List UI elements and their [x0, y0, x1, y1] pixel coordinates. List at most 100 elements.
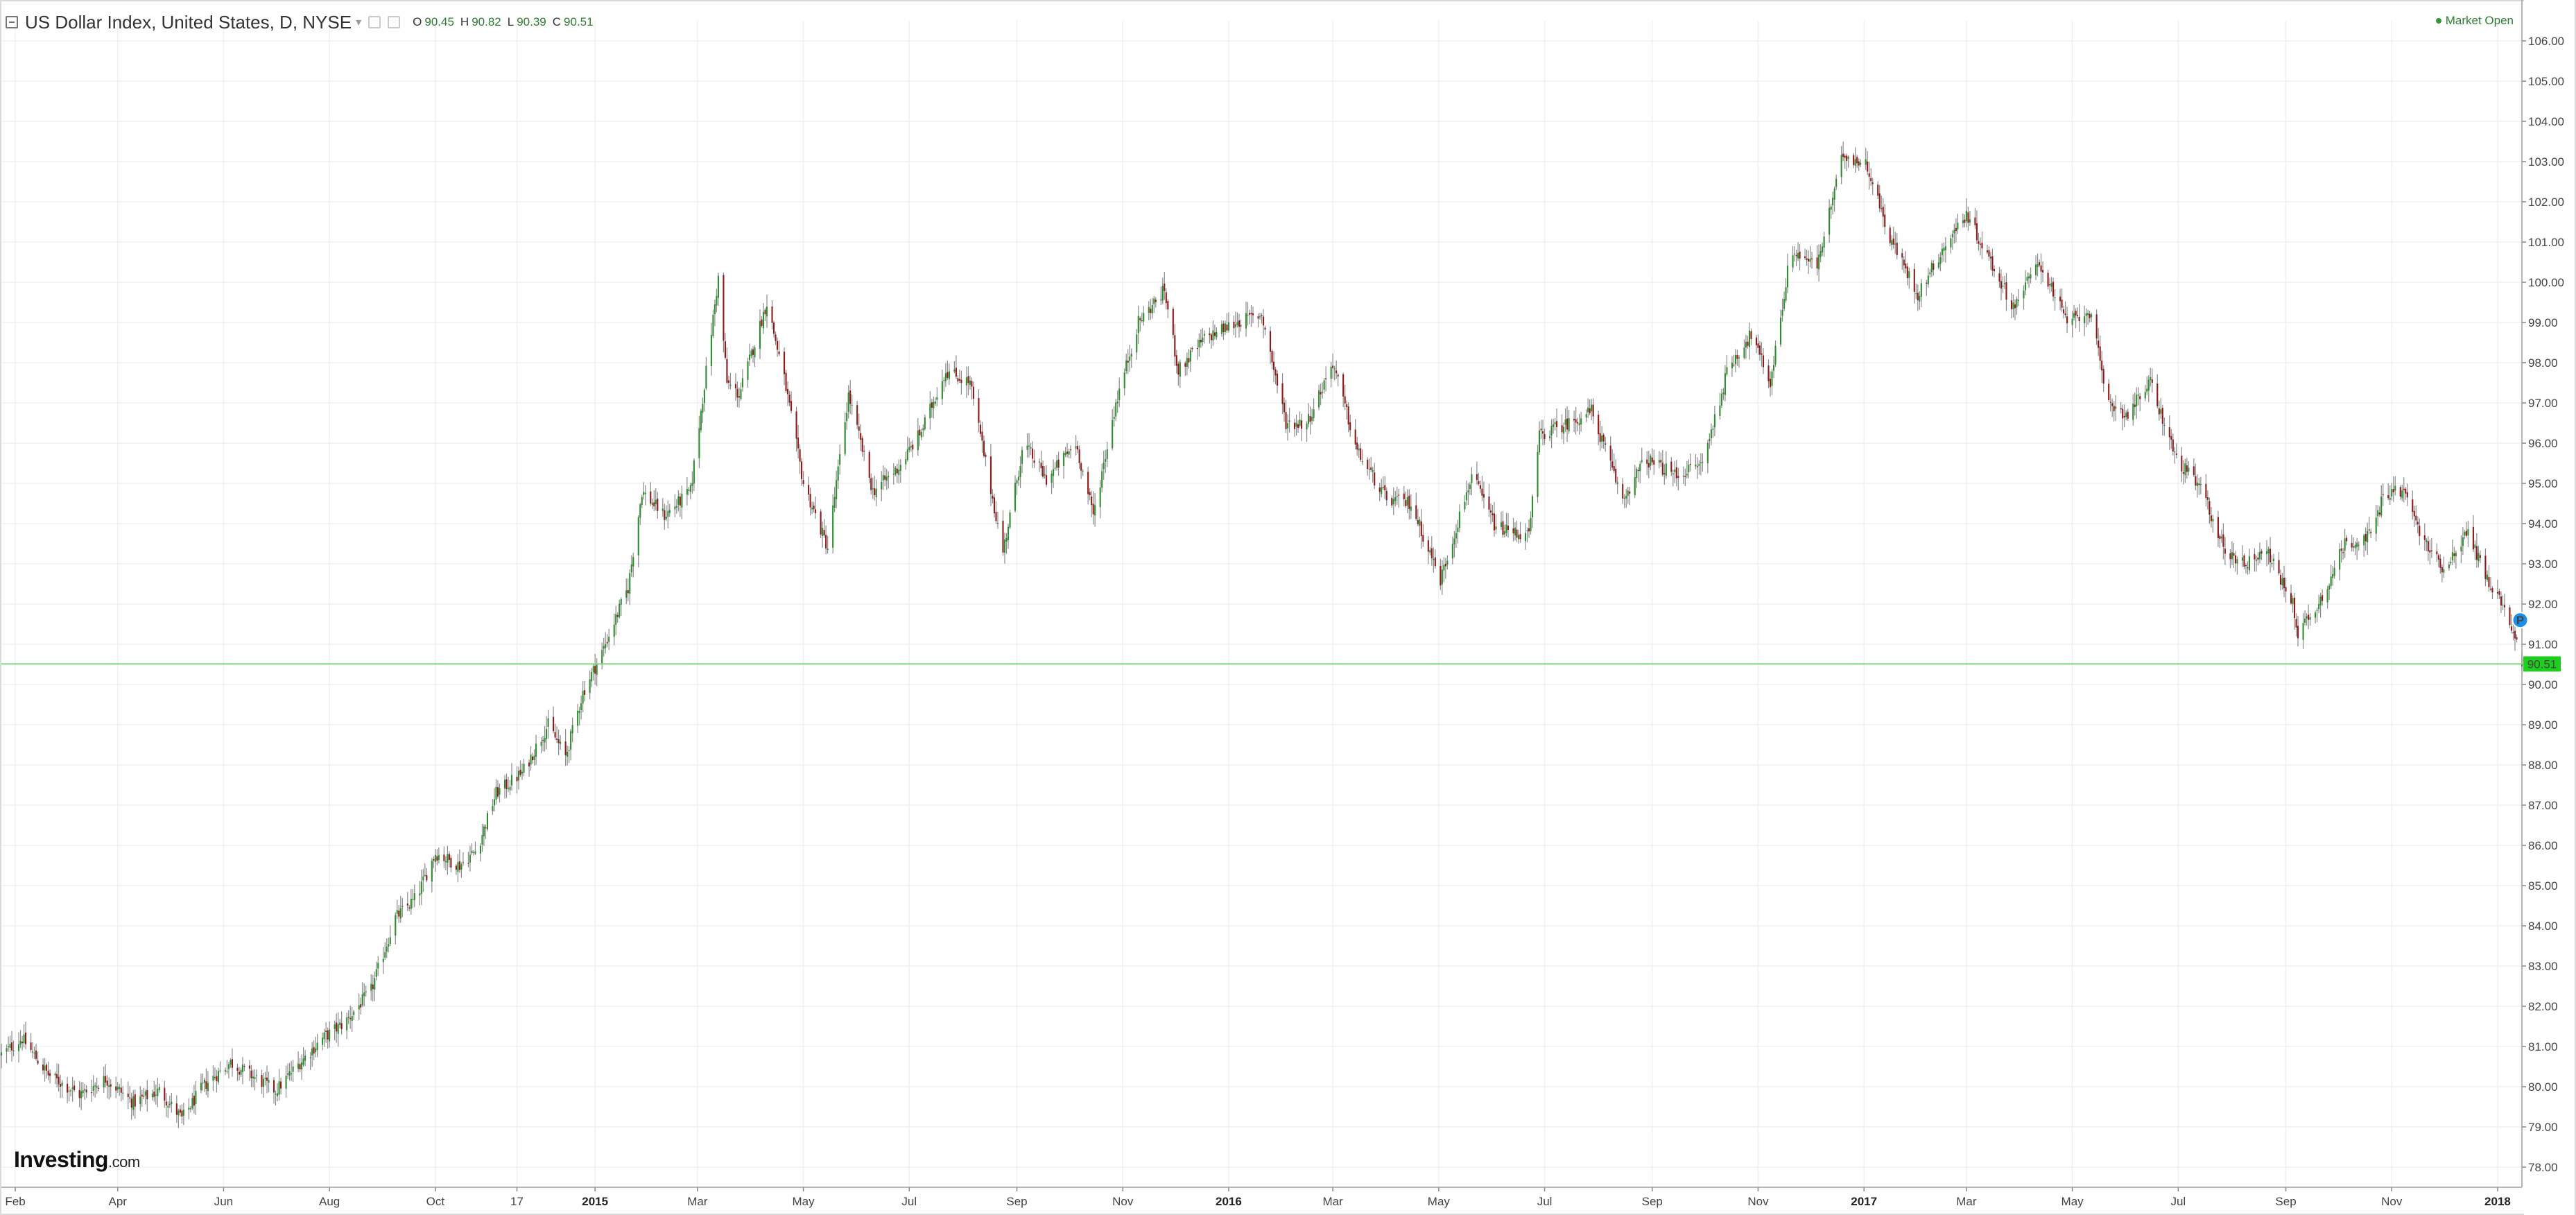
- candle-body: [1009, 512, 1011, 528]
- candle-body: [1585, 414, 1587, 418]
- chevron-down-icon[interactable]: ▾: [356, 17, 362, 28]
- candle-body: [1361, 461, 1363, 463]
- candle-body: [420, 881, 422, 894]
- candle-body: [2479, 555, 2481, 558]
- candle-body: [474, 851, 476, 854]
- low-label: L: [507, 15, 515, 28]
- candle-body: [1587, 407, 1589, 412]
- candle-body: [714, 304, 716, 315]
- candle-body: [553, 716, 555, 732]
- candle-body: [723, 275, 725, 341]
- candle-body: [401, 906, 404, 907]
- y-tick-label: 79.00: [2528, 1121, 2558, 1134]
- candle-body: [2034, 264, 2037, 275]
- candle-body: [10, 1042, 13, 1051]
- candle-body: [157, 1088, 159, 1096]
- candle-body: [1106, 449, 1108, 460]
- candle-body: [1974, 217, 1976, 225]
- candle-body: [2399, 487, 2401, 497]
- candle-body: [929, 404, 931, 419]
- candle-body: [533, 755, 535, 760]
- candle-body: [741, 378, 744, 388]
- candle-body: [1750, 331, 1752, 339]
- settings-icon[interactable]: [368, 16, 381, 28]
- candle-body: [78, 1089, 80, 1098]
- candle-body: [1981, 243, 1983, 249]
- candle-body: [1516, 529, 1518, 538]
- candle-body: [839, 454, 841, 465]
- candle-body: [567, 751, 569, 757]
- candle-body: [931, 402, 933, 408]
- candle-body: [589, 679, 591, 693]
- candle-body: [1544, 434, 1546, 439]
- candle-body: [1318, 390, 1320, 408]
- candle-body: [1002, 520, 1004, 553]
- candle-body: [158, 1087, 160, 1090]
- candle-body: [375, 969, 377, 977]
- candle-body: [1709, 438, 1711, 442]
- candle-body: [1969, 219, 1971, 223]
- candle-body: [995, 512, 997, 522]
- candle-body: [1917, 293, 1919, 301]
- candle-body: [262, 1078, 265, 1087]
- candle-body: [1528, 528, 1530, 532]
- candle-body: [837, 466, 839, 481]
- candle-body: [1374, 472, 1376, 486]
- candle-body: [2370, 531, 2372, 533]
- candle-body: [1769, 379, 1772, 388]
- candle-body: [110, 1084, 112, 1087]
- candle-body: [1398, 494, 1400, 496]
- marker-icon[interactable]: [2512, 612, 2529, 629]
- candle-body: [1224, 323, 1226, 332]
- candle-body: [1991, 256, 1994, 271]
- candle-body: [1385, 490, 1388, 501]
- candle-body: [457, 862, 459, 872]
- candle-body: [2423, 535, 2426, 540]
- candle-body: [2231, 552, 2233, 560]
- candle-body: [2382, 494, 2384, 496]
- candle-body: [1719, 405, 1721, 416]
- candle-body: [472, 852, 474, 853]
- candle-body: [2168, 427, 2170, 438]
- candle-body: [896, 468, 898, 474]
- candle-body: [2005, 282, 2007, 300]
- y-tick-label: 92.00: [2528, 598, 2558, 611]
- candle-body: [1330, 366, 1332, 379]
- candle-body: [1479, 485, 1481, 489]
- candle-body: [677, 496, 680, 505]
- hide-icon[interactable]: [388, 16, 401, 28]
- candle-body: [2113, 406, 2115, 412]
- candle-body: [2217, 517, 2219, 539]
- candle-body: [2455, 553, 2457, 557]
- candle-body: [2448, 565, 2450, 569]
- candle-body: [2453, 553, 2455, 556]
- candle-body: [1950, 238, 1952, 248]
- candle-body: [164, 1087, 166, 1101]
- candle-body: [1710, 429, 1712, 439]
- candle-body: [2134, 404, 2136, 407]
- candle-body: [1580, 418, 1582, 424]
- candle-body: [2026, 277, 2028, 281]
- candle-body: [2014, 304, 2016, 309]
- candle-body: [691, 483, 693, 486]
- candle-body: [934, 402, 936, 404]
- x-tick-label: Mar: [687, 1195, 708, 1208]
- symbol-title[interactable]: US Dollar Index, United States, D, NYSE: [25, 11, 352, 33]
- y-tick-label: 105.00: [2528, 75, 2564, 88]
- candle-body: [1007, 526, 1010, 541]
- candle-body: [2365, 534, 2367, 542]
- candle-body: [580, 703, 582, 710]
- candle-body: [61, 1083, 63, 1086]
- candle-body: [571, 725, 573, 734]
- candle-body: [1370, 467, 1372, 470]
- candle-body: [2210, 515, 2212, 522]
- candle-body: [726, 359, 728, 383]
- candle-body: [1944, 246, 1946, 250]
- candle-body: [2125, 413, 2127, 417]
- y-tick-label: 98.00: [2528, 356, 2558, 370]
- candle-body: [989, 456, 992, 494]
- collapse-icon[interactable]: [6, 16, 18, 28]
- candle-body: [2003, 283, 2006, 284]
- candle-body: [2115, 406, 2117, 409]
